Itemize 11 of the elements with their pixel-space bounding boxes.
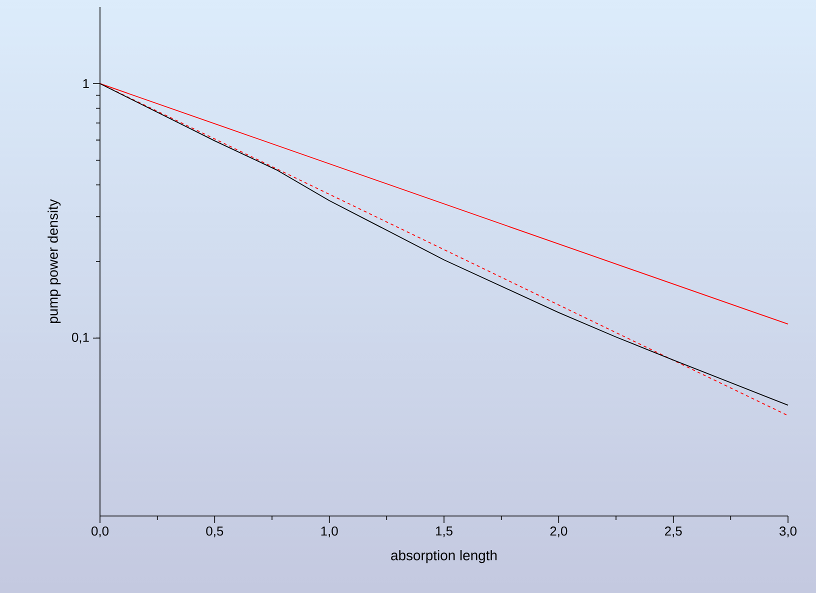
x-tick-label: 3,0	[780, 526, 797, 538]
y-tick-label: 0,1	[72, 332, 89, 344]
y-tick-label: 1	[83, 79, 89, 88]
x-tick-label: 0,5	[206, 526, 224, 538]
x-tick-label: 2,5	[664, 526, 682, 538]
x-tick-label: 2,0	[550, 526, 568, 538]
y-axis-title: pump power density	[48, 199, 61, 324]
x-tick-label: 1,0	[321, 526, 338, 538]
x-tick-label: 0,0	[92, 526, 109, 538]
x-tick-label: 1,5	[436, 526, 452, 538]
x-axis-title: absorption length	[391, 550, 497, 564]
